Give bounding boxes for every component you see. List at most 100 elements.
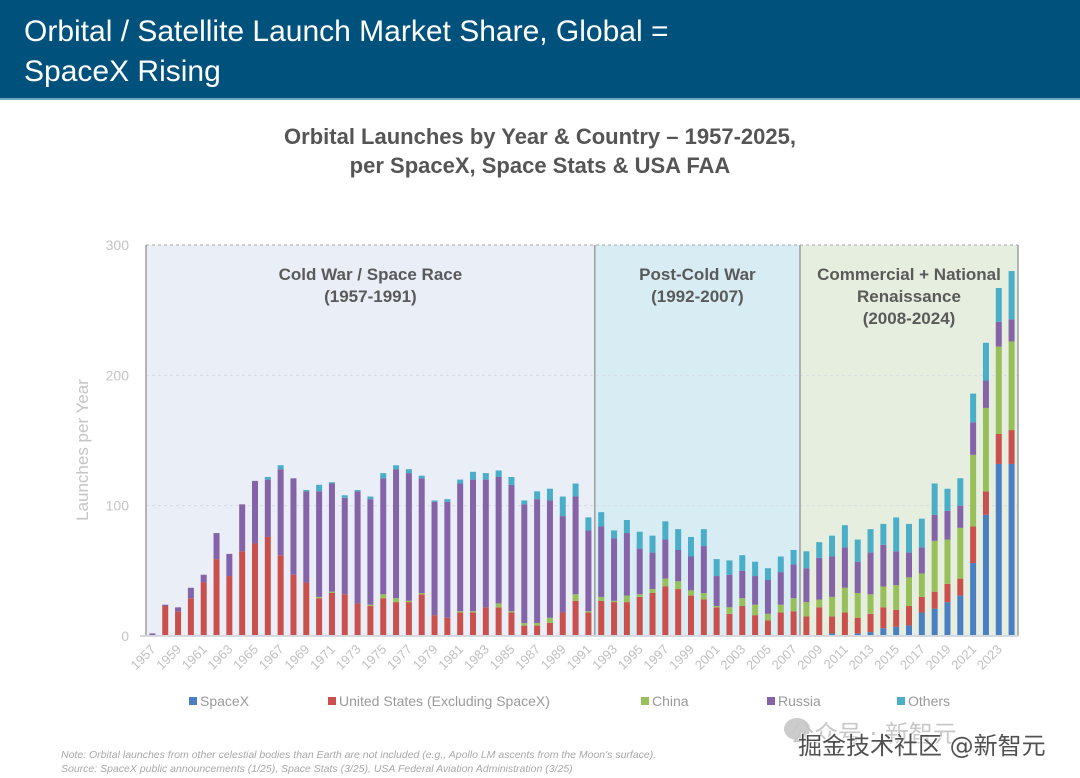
x-tick-label-1985: 1985: [487, 642, 518, 673]
bar-stack-1986: [521, 500, 528, 636]
bar-spacex-2017: [918, 612, 925, 636]
bar-stack-2015: [893, 517, 900, 636]
bar-russia-1971: [328, 483, 335, 592]
bar-others-2024: [1008, 271, 1015, 320]
bar-stack-2016: [906, 523, 912, 636]
bar-russia-2014: [880, 544, 887, 587]
bar-stack-2005: [764, 568, 771, 636]
bar-united-states-excluding-spacex-2023: [995, 433, 1002, 464]
bar-stack-1973: [354, 490, 361, 636]
bar-china-2018: [931, 540, 938, 592]
bar-others-2010: [829, 535, 836, 557]
bar-russia-1967: [277, 469, 284, 556]
bar-united-states-excluding-spacex-1967: [277, 555, 284, 636]
bar-stack-1965: [252, 480, 258, 636]
bar-russia-1964: [239, 504, 246, 552]
bar-others-1984: [495, 470, 502, 477]
bar-others-2006: [777, 556, 784, 573]
legend-label-china: China: [652, 693, 689, 709]
bar-others-1992: [598, 512, 605, 527]
bar-stack-1968: [290, 478, 297, 636]
bar-russia-2024: [1008, 319, 1015, 342]
era-label-0-line2: (1957-1991): [324, 287, 417, 306]
bar-russia-1957: [149, 633, 156, 636]
bar-united-states-excluding-spacex-2002: [726, 613, 733, 636]
bar-stack-1989: [559, 496, 566, 636]
bar-china-1986: [521, 622, 528, 626]
bar-stack-1980: [444, 499, 451, 636]
bar-others-1982: [470, 471, 476, 480]
bar-united-states-excluding-spacex-1972: [341, 594, 348, 636]
bar-stack-2010: [829, 535, 836, 636]
bar-russia-2017: [918, 547, 925, 574]
bar-others-1978: [418, 475, 425, 479]
bar-china-1997: [662, 578, 669, 587]
bar-united-states-excluding-spacex-2000: [700, 599, 707, 636]
bar-stack-2017: [918, 518, 925, 636]
bar-stack-2002: [726, 560, 733, 636]
bar-others-2007: [790, 549, 797, 565]
legend-swatch-russia: [767, 697, 775, 705]
bar-stack-1997: [662, 521, 669, 636]
bar-others-2005: [764, 568, 771, 580]
bar-others-1994: [623, 520, 630, 534]
legend-label-russia: Russia: [778, 693, 821, 709]
legend-swatch-united-states: [328, 697, 336, 705]
x-tick-label-1965: 1965: [230, 642, 261, 673]
bar-stack-1969: [303, 490, 310, 636]
bar-united-states-excluding-spacex-2007: [790, 611, 797, 636]
slide-title-line2: SpaceX Rising: [24, 55, 221, 88]
bar-stack-2009: [816, 542, 823, 636]
x-tick-label-1959: 1959: [153, 642, 184, 673]
bar-stack-2004: [752, 561, 759, 636]
bar-others-2003: [739, 555, 746, 571]
bar-united-states-excluding-spacex-2015: [893, 609, 900, 627]
bar-stack-1974: [367, 496, 374, 636]
bar-others-2008: [803, 551, 810, 569]
bar-stack-1999: [688, 536, 694, 636]
bar-stack-1961: [200, 574, 207, 636]
bar-china-2021: [970, 454, 977, 527]
bar-united-states-excluding-spacex-1963: [226, 576, 233, 636]
slide-header: Orbital / Satellite Launch Market Share,…: [0, 0, 1080, 100]
bar-china-2020: [957, 527, 964, 579]
x-tick-label-2007: 2007: [769, 642, 800, 673]
bar-united-states-excluding-spacex-1997: [662, 586, 669, 636]
bar-others-2020: [957, 478, 964, 506]
x-tick-label-1997: 1997: [640, 642, 671, 673]
x-tick-label-2019: 2019: [923, 642, 954, 673]
slide-title-line1: Orbital / Satellite Launch Market Share,…: [24, 15, 669, 48]
x-tick-label-1961: 1961: [179, 642, 210, 673]
bar-russia-1992: [598, 526, 605, 597]
bar-china-2022: [982, 407, 989, 492]
bar-russia-1995: [636, 548, 643, 595]
legend-item-united-states: United States (Excluding SpaceX): [328, 693, 550, 709]
bar-russia-1985: [508, 484, 515, 612]
y-tick-label-200: 200: [106, 367, 130, 383]
bar-russia-2001: [713, 576, 720, 607]
footnote-note: Note: Orbital launches from other celest…: [61, 749, 657, 761]
bar-united-states-excluding-spacex-2020: [957, 578, 964, 596]
bar-china-2010: [829, 596, 836, 617]
bar-stack-1979: [431, 500, 438, 636]
bar-united-states-excluding-spacex-2011: [841, 612, 848, 636]
bar-united-states-excluding-spacex-1978: [418, 594, 425, 636]
slide-title: Orbital / Satellite Launch Market Share,…: [24, 12, 669, 92]
x-tick-label-2013: 2013: [846, 642, 877, 673]
bar-russia-1997: [662, 539, 669, 579]
x-tick-label-2021: 2021: [948, 642, 979, 673]
bar-russia-2016: [906, 552, 912, 578]
bar-stack-1972: [341, 495, 348, 636]
era-annotations: Cold War / Space Race (1957-1991) Post-Col…: [279, 265, 1001, 328]
bar-others-2021: [970, 393, 977, 423]
bar-russia-1968: [290, 478, 297, 575]
bar-stack-1991: [585, 517, 592, 636]
bar-stack-1970: [316, 484, 323, 636]
y-tick-label-300: 300: [106, 237, 130, 253]
bar-united-states-excluding-spacex-1984: [495, 607, 502, 636]
bar-russia-1979: [431, 501, 438, 616]
bar-stack-1962: [213, 533, 220, 636]
bar-stack-2013: [867, 529, 874, 636]
x-tick-label-1979: 1979: [410, 642, 441, 673]
stacked-bar-chart: Cold War / Space Race (1957-1991) Post-Col…: [73, 237, 1019, 673]
